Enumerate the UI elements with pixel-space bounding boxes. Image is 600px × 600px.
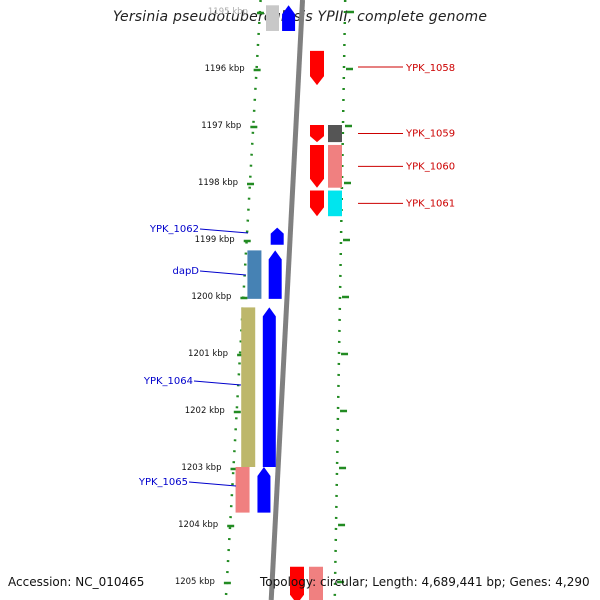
tick-label: 1200 kbp	[191, 292, 231, 302]
gene-arrow	[282, 5, 296, 31]
gene-label: YPK_1061	[405, 198, 455, 209]
gene-label: YPK_1059	[405, 129, 455, 140]
gene-arrow	[310, 190, 324, 217]
tick-label: 1198 kbp	[198, 178, 238, 188]
gene-arrow	[310, 144, 324, 188]
cog-bar	[309, 566, 323, 600]
gene-label: YPK_1065	[138, 477, 188, 488]
tick-label: 1197 kbp	[201, 121, 241, 131]
cog-bar	[266, 5, 279, 31]
accession-text: Accession: NC_010465	[8, 575, 145, 589]
tick-label: 1205 kbp	[175, 577, 215, 587]
chromosome-backbone	[268, 0, 306, 600]
cog-bar	[247, 250, 262, 299]
gene-arrow	[310, 50, 324, 86]
tick-label: 1199 kbp	[195, 235, 235, 245]
gene-label: YPK_1064	[143, 376, 193, 387]
label-leader-line	[193, 380, 242, 386]
label-leader-line	[199, 228, 249, 234]
dotted-track-left	[224, 0, 262, 600]
genome-stats-text: Topology: circular; Length: 4,689,441 bp…	[260, 575, 590, 589]
dotted-track-right	[333, 0, 347, 600]
tick-label: 1204 kbp	[178, 520, 218, 530]
cog-bar	[328, 125, 342, 143]
gene-arrow	[268, 250, 282, 299]
gene-label: YPK_1060	[405, 161, 455, 172]
tick-label: 1202 kbp	[185, 406, 225, 416]
tick-label: 1203 kbp	[181, 463, 221, 473]
gene-label: YPK_1058	[405, 63, 455, 74]
cog-bar	[328, 190, 342, 217]
gene-arrow	[310, 125, 324, 143]
gene-arrow	[257, 467, 271, 513]
label-leader-line	[199, 270, 247, 276]
cog-bar	[241, 307, 256, 467]
tick-label: 1195 kbp	[208, 7, 248, 17]
tick-label: 1196 kbp	[205, 64, 245, 74]
cog-bar	[328, 144, 342, 188]
tick-label: 1201 kbp	[188, 349, 228, 359]
gene-arrow	[262, 307, 276, 467]
cog-bar	[235, 467, 250, 513]
label-leader-line	[188, 481, 237, 487]
gene-arrow	[270, 227, 284, 245]
gene-arrow	[290, 566, 304, 600]
gene-label: dapD	[172, 266, 199, 277]
gene-label: YPK_1062	[149, 224, 199, 235]
